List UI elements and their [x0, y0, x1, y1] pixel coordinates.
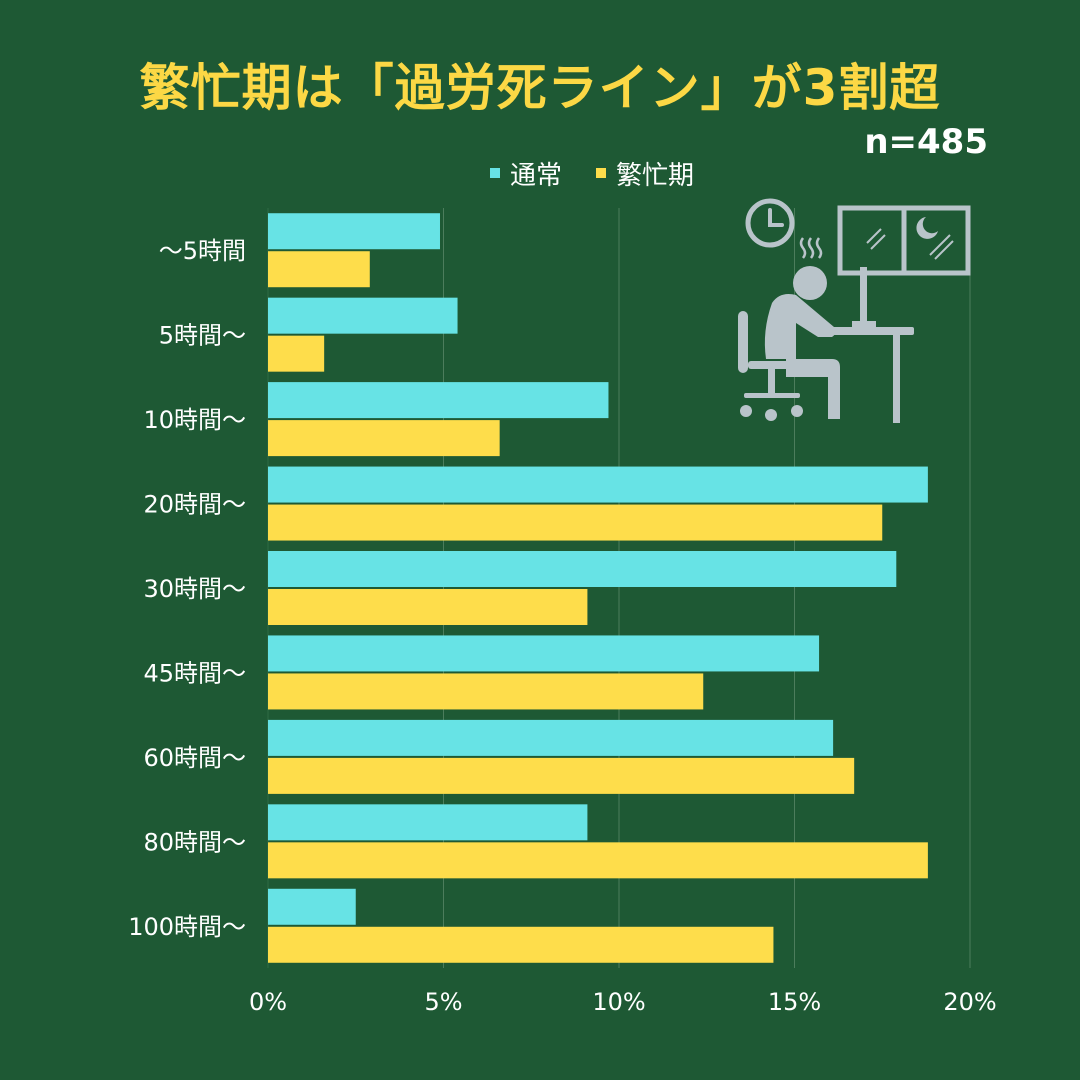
bar-busy: [268, 926, 774, 963]
head-icon: [793, 266, 827, 300]
legend-swatch-busy: [596, 168, 607, 178]
y-category-label: 5時間～: [159, 322, 246, 350]
x-tick-label: 20%: [943, 988, 996, 1016]
y-category-label: 60時間～: [143, 744, 246, 772]
bar-busy: [268, 589, 588, 625]
y-category-label: 100時間～: [128, 913, 246, 941]
moon-icon: [916, 217, 938, 239]
legend: 通常 繁忙期: [490, 158, 728, 191]
y-category-label: 30時間～: [143, 575, 246, 603]
bar-normal: [268, 635, 820, 672]
bar-normal: [268, 719, 834, 756]
bar-busy: [268, 673, 704, 710]
bar-normal: [268, 551, 897, 587]
chart-title: 繁忙期は「過労死ライン」が3割超: [139, 59, 941, 117]
legend-label-busy: 繁忙期: [616, 160, 695, 191]
y-category-label: 20時間～: [143, 491, 246, 519]
y-category-label: 45時間～: [143, 659, 246, 687]
bar-busy: [268, 335, 325, 372]
bar-normal: [268, 888, 356, 925]
bar-normal: [268, 297, 458, 334]
y-category-label: ～5時間: [159, 237, 246, 265]
x-tick-label: 0%: [249, 988, 287, 1016]
x-tick-label: 5%: [424, 988, 462, 1016]
bar-busy: [268, 842, 928, 879]
overworked-worker-illustration: [738, 198, 971, 423]
legend-label-normal: 通常: [510, 160, 563, 191]
legend-item-normal: 通常: [490, 155, 562, 192]
bar-normal: [268, 804, 588, 841]
legend-item-busy: 繁忙期: [596, 155, 694, 192]
x-tick-label: 15%: [768, 988, 821, 1016]
sample-size: n=485: [864, 122, 988, 162]
bar-normal: [268, 213, 440, 250]
steam-icon: [799, 237, 823, 259]
bar-busy: [268, 420, 500, 457]
bar-busy: [268, 504, 883, 541]
bar-busy: [268, 251, 370, 288]
legend-swatch-normal: [490, 168, 500, 178]
y-category-label: 10時間～: [143, 406, 246, 434]
x-tick-label: 10%: [592, 988, 645, 1016]
bar-normal: [268, 466, 928, 503]
bar-normal: [268, 382, 609, 419]
bar-busy: [268, 757, 855, 794]
clock-icon: [745, 198, 795, 248]
y-category-label: 80時間～: [143, 828, 246, 856]
